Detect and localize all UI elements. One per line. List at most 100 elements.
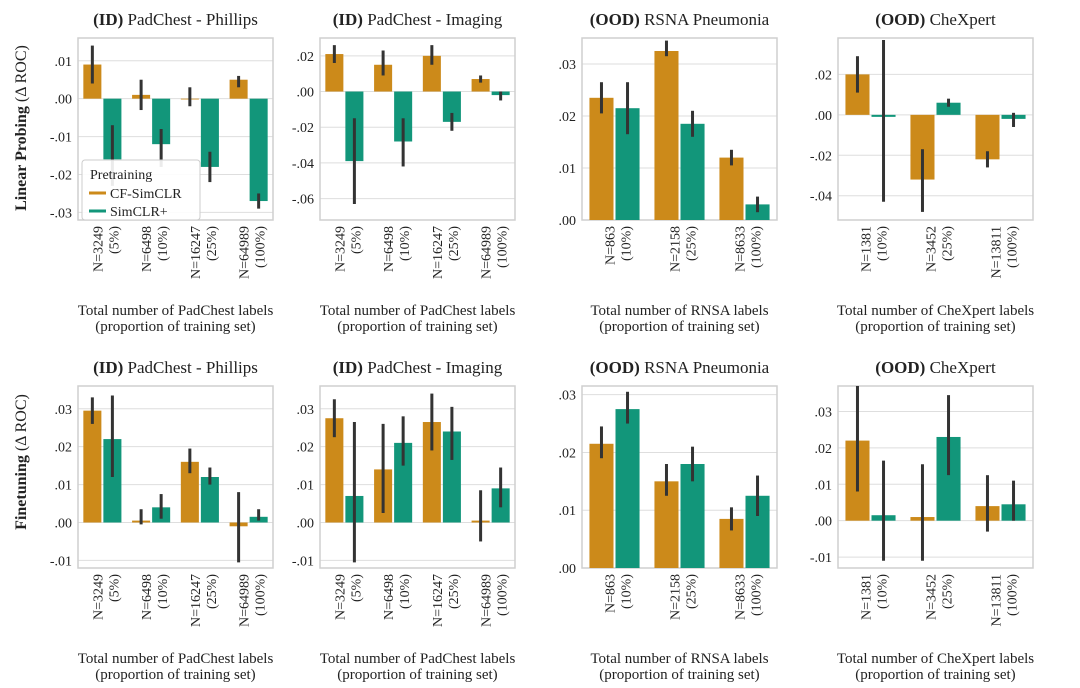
x-tick-label-count: N=6498 bbox=[140, 226, 155, 272]
x-axis-label: Total number of RNSA labels bbox=[590, 651, 768, 667]
panel-frame bbox=[837, 385, 1034, 569]
panel-title-tag: (ID) bbox=[333, 10, 363, 29]
x-axis-label: Total number of CheXpert labels bbox=[837, 651, 1034, 667]
y-tick-label: .00 bbox=[559, 562, 577, 577]
x-tick-label: N=3249 (5%) bbox=[91, 574, 122, 620]
panel-title-tag: (OOD) bbox=[875, 358, 925, 377]
x-tick-label-count: N=64989 bbox=[480, 226, 495, 279]
x-tick-label-count: N=16247 bbox=[431, 226, 446, 279]
row-label-finetuning: Finetuning (Δ ROC) bbox=[13, 394, 30, 530]
bar-cf-simclr bbox=[180, 461, 199, 523]
x-tick-label: N=16247 (25%) bbox=[431, 226, 462, 279]
bar-cf-simclr bbox=[422, 422, 441, 523]
x-axis-label-sub: (proportion of training set) bbox=[337, 319, 497, 335]
x-axis-label: Total number of PadChest labels bbox=[78, 303, 274, 319]
x-tick-label: N=1381 (10%) bbox=[860, 226, 891, 272]
bar-cf-simclr bbox=[589, 443, 614, 568]
x-tick-label: N=13811 (100%) bbox=[990, 226, 1021, 279]
y-tick-label: .02 bbox=[815, 442, 833, 457]
x-axis-label-sub: (proportion of training set) bbox=[855, 319, 1015, 335]
x-tick-label: N=13811 (100%) bbox=[990, 574, 1021, 627]
x-tick-label-percent: (5%) bbox=[107, 574, 122, 602]
x-tick-label-count: N=2158 bbox=[669, 574, 684, 620]
x-tick-label-count: N=863 bbox=[604, 226, 619, 265]
panel-title: (ID) PadChest - Imaging bbox=[333, 10, 503, 29]
x-tick-label: N=16247 (25%) bbox=[189, 574, 220, 627]
row-label-linear-probing: Linear Probing (Δ ROC) bbox=[13, 45, 30, 211]
bar-simclr-plus bbox=[936, 102, 961, 115]
legend-entry-cf-simclr: CF-SimCLR bbox=[110, 187, 182, 202]
panel-title-tag: (OOD) bbox=[875, 10, 925, 29]
x-tick-label: N=6498 (10%) bbox=[382, 226, 413, 272]
bar-simclr-plus bbox=[394, 91, 413, 142]
y-tick-label: .01 bbox=[559, 504, 577, 519]
y-tick-label: .02 bbox=[559, 446, 577, 461]
x-axis-label: Total number of CheXpert labels bbox=[837, 303, 1034, 319]
bar-cf-simclr bbox=[654, 51, 679, 220]
panel-title-tag: (ID) bbox=[93, 358, 123, 377]
y-tick-label: -.03 bbox=[50, 206, 72, 221]
y-tick-label: -.02 bbox=[810, 149, 832, 164]
x-tick-label-percent: (25%) bbox=[205, 574, 220, 609]
x-tick-label: N=16247 (25%) bbox=[189, 226, 220, 279]
y-tick-label: -.04 bbox=[810, 190, 832, 205]
x-axis-label: Total number of PadChest labels bbox=[78, 651, 274, 667]
x-tick-label-count: N=3249 bbox=[333, 574, 348, 620]
x-tick-label-percent: (10%) bbox=[620, 574, 635, 609]
chart-panel-3: .02 .00 -.02 -.04 (OOD) CheXpert N=1381 (10%) N… bbox=[810, 10, 1034, 335]
x-tick-label-percent: (10%) bbox=[398, 574, 413, 609]
panel-title-text: CheXpert bbox=[925, 10, 996, 29]
chart-panel-1: .02 .00 -.02 -.04 -.06 (ID) PadChest - Imagin… bbox=[292, 10, 516, 335]
y-tick-label: .00 bbox=[55, 93, 73, 108]
y-tick-label: .02 bbox=[297, 50, 315, 65]
x-tick-label: N=3452 (25%) bbox=[925, 574, 956, 620]
x-tick-label-count: N=8633 bbox=[734, 226, 749, 272]
x-tick-label: N=16247 (25%) bbox=[431, 574, 462, 627]
y-tick-label: .00 bbox=[815, 109, 833, 124]
legend-title: Pretraining bbox=[90, 168, 152, 183]
y-tick-label: .01 bbox=[559, 162, 577, 177]
x-tick-label-count: N=3452 bbox=[925, 574, 940, 620]
x-tick-label-percent: (10%) bbox=[620, 226, 635, 261]
bar-cf-simclr bbox=[471, 79, 490, 92]
panel-title-text: PadChest - Imaging bbox=[363, 10, 503, 29]
x-tick-label: N=64989 (100%) bbox=[238, 226, 269, 279]
x-tick-label: N=3452 (25%) bbox=[925, 226, 956, 272]
x-tick-label-percent: (10%) bbox=[398, 226, 413, 261]
x-axis-label: Total number of RNSA labels bbox=[590, 303, 768, 319]
x-tick-label-count: N=6498 bbox=[382, 574, 397, 620]
bar-cf-simclr bbox=[325, 54, 344, 92]
x-tick-label: N=2158 (25%) bbox=[669, 226, 700, 272]
x-axis-label-sub: (proportion of training set) bbox=[599, 319, 759, 335]
x-tick-label: N=863 (10%) bbox=[604, 226, 635, 265]
x-tick-label-percent: (100%) bbox=[750, 574, 765, 616]
x-axis-label: Total number of PadChest labels bbox=[320, 303, 516, 319]
x-tick-label-count: N=16247 bbox=[189, 226, 204, 279]
y-tick-label: .00 bbox=[297, 517, 315, 532]
x-axis-label-sub: (proportion of training set) bbox=[855, 667, 1015, 683]
y-tick-label: .03 bbox=[559, 389, 577, 404]
panel-frame bbox=[581, 37, 778, 221]
y-tick-label: .02 bbox=[55, 441, 73, 456]
x-tick-label-count: N=16247 bbox=[189, 574, 204, 627]
panel-title: (OOD) CheXpert bbox=[875, 10, 996, 29]
panel-title-tag: (OOD) bbox=[590, 358, 640, 377]
bar-simclr-plus bbox=[442, 431, 461, 523]
x-tick-label: N=8633 (100%) bbox=[734, 226, 765, 272]
x-axis-label: Total number of PadChest labels bbox=[320, 651, 516, 667]
y-tick-label: .02 bbox=[815, 68, 833, 83]
y-tick-label: -.01 bbox=[810, 551, 832, 566]
x-tick-label-percent: (10%) bbox=[876, 574, 891, 609]
panel-title: (ID) PadChest - Phillips bbox=[93, 358, 258, 377]
x-tick-label-percent: (25%) bbox=[941, 226, 956, 261]
y-tick-label: -.01 bbox=[50, 554, 72, 569]
x-tick-label-count: N=64989 bbox=[238, 226, 253, 279]
x-tick-label-percent: (10%) bbox=[156, 226, 171, 261]
x-axis-label-sub: (proportion of training set) bbox=[337, 667, 497, 683]
legend-box bbox=[81, 159, 201, 221]
x-tick-label-count: N=64989 bbox=[238, 574, 253, 627]
x-tick-label: N=1381 (10%) bbox=[860, 574, 891, 620]
x-tick-label-percent: (25%) bbox=[685, 226, 700, 261]
x-tick-label: N=3249 (5%) bbox=[91, 226, 122, 272]
